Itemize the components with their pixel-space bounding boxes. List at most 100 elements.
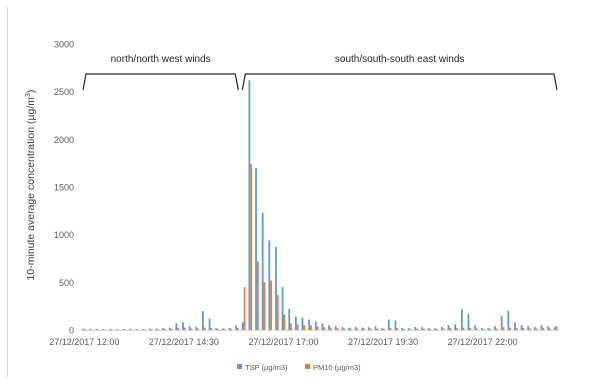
- bar-tsp: [334, 326, 337, 330]
- bar-tsp: [162, 328, 164, 330]
- bar-pm10: [150, 329, 153, 330]
- bar-tsp: [89, 328, 91, 330]
- bar-tsp: [401, 328, 403, 330]
- bar-tsp: [394, 320, 397, 330]
- bar-tsp: [301, 317, 304, 330]
- legend-label-pm10: PM10 (µg/m3): [313, 363, 361, 372]
- bar-tsp: [188, 326, 191, 330]
- bar-pm10: [203, 327, 206, 330]
- bar-tsp: [421, 327, 423, 330]
- bar-tsp: [215, 328, 218, 330]
- y-tick-label: 3000: [54, 40, 74, 50]
- bar-pm10: [535, 328, 538, 330]
- x-tick-label: 27/12/2017 12:00: [49, 337, 119, 347]
- bar-tsp: [95, 329, 98, 330]
- bar-pm10: [270, 280, 272, 330]
- bar-pm10: [442, 328, 445, 330]
- bar-tsp: [314, 321, 317, 330]
- bar-pm10: [170, 328, 173, 330]
- bar-pm10: [217, 329, 219, 330]
- bar-tsp: [115, 329, 118, 330]
- bar-tsp: [414, 327, 417, 330]
- bar-tsp: [487, 328, 490, 330]
- bar-pm10: [210, 328, 213, 330]
- bar-tsp: [129, 328, 131, 330]
- bar-tsp: [135, 329, 138, 330]
- bar-tsp: [82, 328, 85, 330]
- bars: [82, 80, 558, 331]
- bar-pm10: [223, 329, 226, 330]
- x-tick-label: 27/12/2017 17:00: [248, 337, 318, 347]
- bar-tsp: [374, 326, 377, 330]
- bar-tsp: [553, 327, 556, 330]
- bar-tsp: [221, 328, 224, 330]
- bar-pm10: [356, 328, 359, 330]
- y-axis-title-superscript: 3: [25, 93, 32, 97]
- bar-pm10: [489, 329, 492, 330]
- bar-pm10: [389, 328, 392, 330]
- bar-pm10: [349, 328, 352, 330]
- bar-pm10: [197, 328, 199, 330]
- bar-tsp: [208, 318, 211, 330]
- bar-tsp: [527, 326, 530, 330]
- bar-pm10: [110, 329, 113, 331]
- bar-pm10: [555, 326, 558, 330]
- bar-pm10: [462, 327, 465, 330]
- bar-pm10: [542, 328, 545, 330]
- bar-tsp: [434, 328, 437, 330]
- bar-pm10: [163, 329, 166, 330]
- bar-tsp: [155, 328, 158, 330]
- bar-pm10: [522, 328, 525, 330]
- bar-pm10: [256, 261, 259, 330]
- bar-pm10: [323, 327, 326, 330]
- bar-tsp: [168, 327, 171, 330]
- bar-tsp: [474, 325, 477, 330]
- bar-pm10: [336, 328, 339, 330]
- bar-tsp: [255, 167, 257, 330]
- bar-tsp: [514, 322, 516, 330]
- bar-pm10: [376, 328, 379, 330]
- bar-pm10: [422, 328, 425, 330]
- y-tick-label: 0: [69, 326, 74, 336]
- x-tick-label: 27/12/2017 22:00: [448, 337, 518, 347]
- y-tick-label: 1000: [54, 230, 74, 240]
- bar-pm10: [276, 294, 279, 330]
- bar-pm10: [529, 328, 531, 330]
- annotation-bracket: [241, 73, 558, 91]
- bar-pm10: [482, 329, 485, 330]
- bar-pm10: [396, 328, 399, 330]
- bar-tsp: [102, 329, 105, 330]
- bar-tsp: [195, 327, 198, 330]
- bar-pm10: [429, 329, 432, 330]
- bar-pm10: [469, 328, 472, 330]
- bar-tsp: [354, 327, 357, 330]
- bar-tsp: [467, 313, 470, 330]
- bar-tsp: [268, 240, 271, 330]
- x-tick-label: 27/12/2017 14:30: [149, 337, 219, 347]
- bar-tsp: [447, 325, 450, 330]
- bar-pm10: [190, 328, 193, 330]
- y-axis-title: 10-minute average concentration (µg/m3): [25, 90, 37, 281]
- bar-pm10: [230, 329, 233, 330]
- bar-tsp: [494, 326, 496, 330]
- bar-tsp: [361, 327, 364, 330]
- bar-tsp: [547, 326, 550, 330]
- bar-pm10: [515, 328, 518, 330]
- bar-pm10: [495, 328, 498, 330]
- bar-tsp: [441, 327, 443, 330]
- bar-tsp: [275, 247, 277, 330]
- annotation-label: south/south-south east winds: [335, 54, 465, 65]
- bar-tsp: [261, 212, 264, 330]
- bar-pm10: [436, 329, 438, 330]
- legend-swatch-tsp: [237, 364, 242, 369]
- bar-tsp: [341, 327, 344, 330]
- bar-tsp: [533, 327, 536, 330]
- bar-tsp: [288, 309, 291, 330]
- bar-tsp: [294, 316, 297, 330]
- bar-tsp: [507, 310, 510, 330]
- bar-pm10: [90, 329, 93, 331]
- bar-tsp: [248, 80, 251, 330]
- bar-tsp: [321, 323, 324, 330]
- bar-pm10: [243, 287, 246, 330]
- legend: TSP (µg/m3) PM10 (µg/m3): [237, 363, 361, 372]
